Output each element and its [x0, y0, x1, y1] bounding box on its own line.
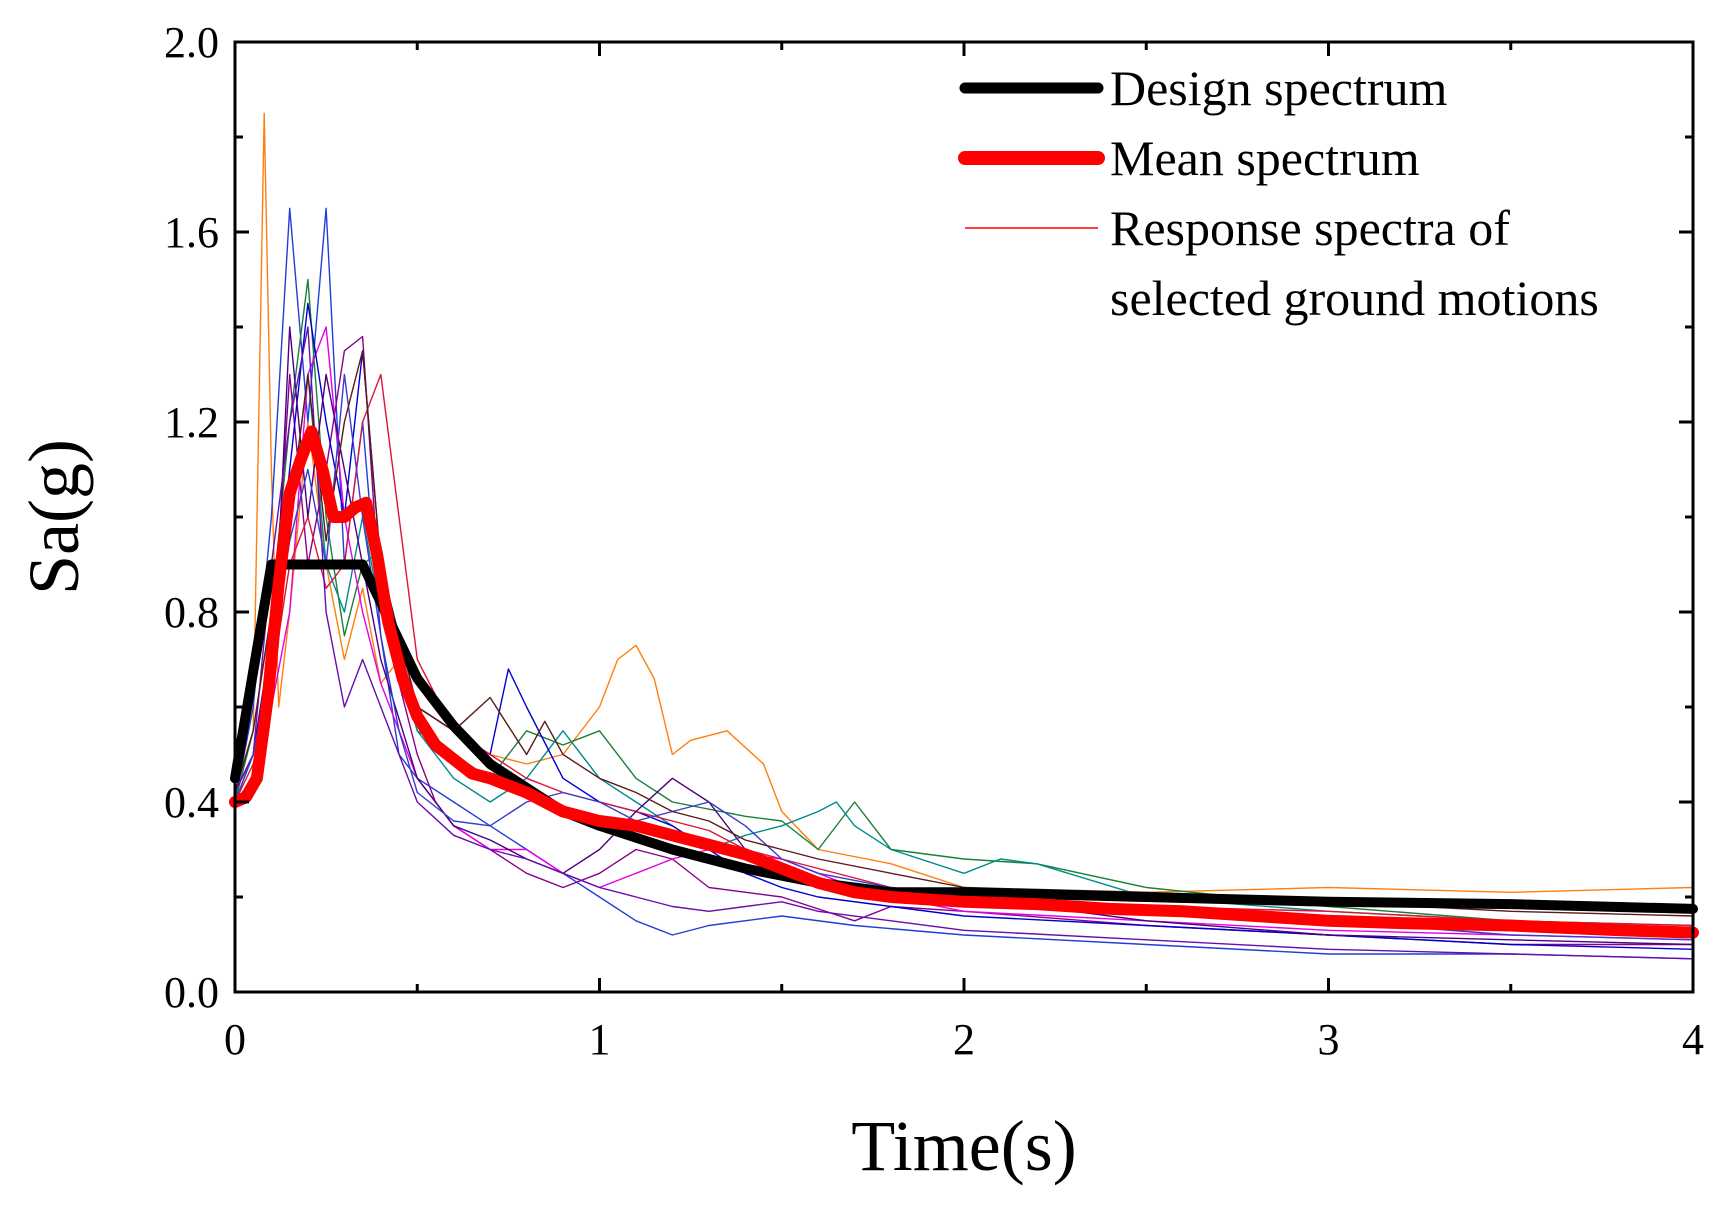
y-tick-label: 2.0	[164, 18, 219, 67]
x-tick-label: 2	[953, 1015, 975, 1064]
series-line-gm2	[234, 207, 1694, 960]
series-line-gm3	[234, 278, 1694, 927]
y-tick-label: 1.2	[164, 398, 219, 447]
y-tick-label: 0.0	[164, 968, 219, 1017]
axis-ticks: 0 1 2 3 4 0.0 0.4 0.8 1.2 1.6 2.0	[164, 18, 1704, 1064]
series-line-gm12	[234, 350, 1694, 917]
x-tick-label: 0	[224, 1015, 246, 1064]
legend: Design spectrum Mean spectrum Response spe…	[958, 60, 1599, 326]
x-axis-title: Time(s)	[851, 1106, 1076, 1186]
series-line-gm10	[234, 326, 1694, 960]
series-line-gm6	[234, 373, 1694, 931]
series-line-gm4	[234, 335, 1694, 946]
y-tick-label: 0.4	[164, 778, 219, 827]
legend-label: Design spectrum	[1110, 60, 1448, 116]
legend-label: Response spectra of	[1110, 200, 1510, 256]
legend-label: selected ground motions	[1110, 270, 1599, 326]
legend-label: Mean spectrum	[1110, 130, 1420, 186]
y-tick-label: 1.6	[164, 208, 219, 257]
series-line-gm5	[234, 326, 1694, 941]
plot-frame	[233, 40, 1695, 994]
series-line-mean-spectrum	[229, 425, 1699, 939]
series-line-gm7	[234, 302, 1694, 950]
series-line-gm9	[234, 326, 1694, 946]
series-line-gm11	[234, 373, 1694, 941]
x-tick-label: 1	[589, 1015, 611, 1064]
x-tick-label: 3	[1318, 1015, 1340, 1064]
x-tick-label: 4	[1682, 1015, 1704, 1064]
y-tick-label: 0.8	[164, 588, 219, 637]
series-line-gm1	[234, 112, 1694, 898]
series-layer	[229, 112, 1699, 960]
series-line-gm8	[234, 373, 1694, 927]
y-axis-title: Sa(g)	[14, 439, 94, 595]
series-line-design-spectrum	[230, 559, 1698, 914]
